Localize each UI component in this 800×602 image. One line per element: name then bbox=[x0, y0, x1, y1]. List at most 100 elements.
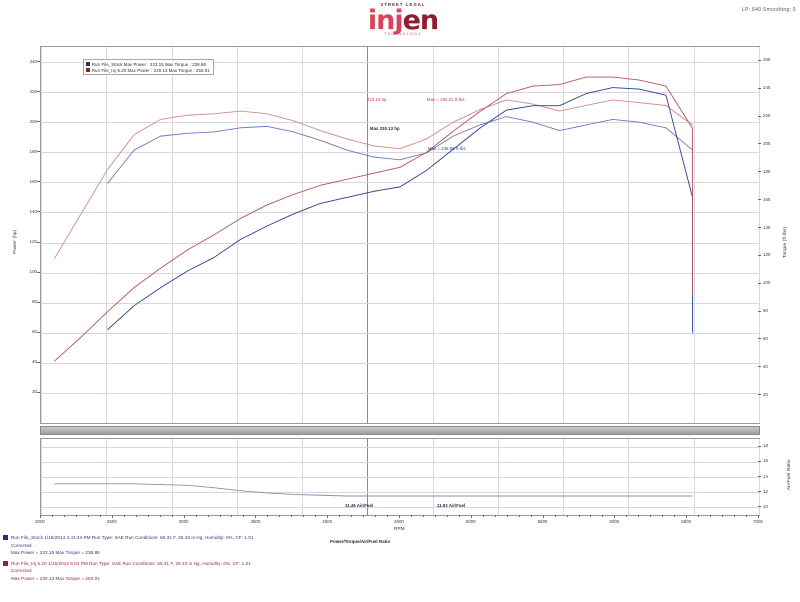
x-axis-minor-tick bbox=[231, 515, 233, 517]
y-axis-tick-mark bbox=[37, 391, 40, 393]
x-axis-minor-tick bbox=[111, 515, 113, 517]
y2-axis-tick-mark bbox=[758, 366, 761, 368]
x-axis-minor-tick bbox=[243, 515, 245, 517]
x-axis-minor-tick bbox=[207, 515, 209, 517]
x-axis-minor-tick bbox=[399, 515, 400, 517]
afr-axis-tick-mark bbox=[758, 460, 761, 462]
x-axis-minor-tick bbox=[602, 515, 604, 517]
x-axis-minor-tick bbox=[40, 515, 41, 517]
x-axis-minor-tick bbox=[123, 515, 125, 517]
afr-axis-tick-label: 16 bbox=[763, 458, 768, 464]
y-axis-tick-label: 160 bbox=[29, 178, 37, 184]
curve-annotation: 11.46 Air/Fuel bbox=[345, 503, 374, 508]
y-axis-tick-mark bbox=[37, 241, 40, 243]
air-fuel-plot bbox=[40, 438, 760, 516]
x-axis-tick-label: 7000 bbox=[753, 519, 763, 524]
x-axis-minor-tick bbox=[291, 515, 293, 517]
x-axis-minor-tick bbox=[458, 515, 460, 517]
y2-axis-tick-mark bbox=[758, 282, 761, 284]
panel-divider bbox=[40, 426, 760, 435]
y2-axis-tick-label: 100 bbox=[763, 280, 771, 286]
x-axis-minor-tick bbox=[303, 515, 305, 517]
x-axis-minor-tick bbox=[734, 515, 736, 517]
x-axis-minor-tick bbox=[351, 515, 353, 517]
gridline-vertical bbox=[563, 47, 565, 423]
x-axis-minor-tick bbox=[387, 515, 389, 517]
legend-row: Run File_Inj 5.20 Max Power : 230.13 Max… bbox=[86, 67, 210, 73]
y2-axis-tick-mark bbox=[758, 254, 761, 256]
y-axis-tick-mark bbox=[37, 211, 40, 213]
afr-axis-title: Air/Fuel Ratio bbox=[786, 459, 791, 490]
curve-annotation: Max 230.13 hp bbox=[370, 126, 400, 131]
x-axis-minor-tick bbox=[195, 515, 197, 517]
gridline-vertical bbox=[759, 439, 760, 515]
logo-wordmark: injen bbox=[333, 5, 473, 36]
x-axis-minor-tick bbox=[63, 515, 65, 517]
y2-axis-tick-label: 140 bbox=[763, 224, 771, 230]
x-axis-tick-label: 5500 bbox=[537, 519, 548, 524]
x-axis-minor-tick bbox=[614, 515, 616, 517]
x-axis-tick-label: 5000 bbox=[465, 519, 476, 524]
series-line bbox=[107, 116, 693, 184]
run-swatch-injen bbox=[3, 560, 8, 566]
y2-axis-tick-label: 40 bbox=[763, 363, 768, 369]
x-axis-minor-tick bbox=[363, 515, 365, 517]
y-axis-tick-label: 140 bbox=[29, 208, 37, 214]
x-axis-minor-tick bbox=[710, 515, 712, 517]
x-axis-tick-label: 2000 bbox=[35, 519, 45, 524]
footer-overlay-label: Power/Torque/Air/Fuel Ratio bbox=[330, 539, 391, 544]
gridline-vertical bbox=[236, 47, 238, 423]
x-axis-minor-tick bbox=[279, 515, 281, 517]
gridline-horizontal bbox=[41, 362, 759, 364]
run-stock-line3: Max Power = 223.15 Max Torque = 238.86 bbox=[11, 550, 100, 555]
gridline-vertical bbox=[41, 47, 42, 423]
logo-part-2: en bbox=[402, 5, 440, 36]
air-fuel-curve bbox=[54, 483, 693, 497]
gridline-vertical bbox=[302, 47, 304, 423]
x-axis-minor-tick bbox=[410, 515, 412, 517]
y2-axis-tick-mark bbox=[758, 227, 761, 229]
gridline-horizontal bbox=[41, 152, 759, 154]
run-stock-line2: Corrected bbox=[11, 542, 32, 548]
y2-axis-tick-mark bbox=[758, 310, 761, 312]
gridline-vertical bbox=[759, 47, 760, 423]
run-swatch-stock bbox=[3, 535, 8, 540]
legend-label-injen: Run File_Inj 5.20 Max Power : 230.13 Max… bbox=[92, 67, 210, 73]
x-axis-minor-tick bbox=[267, 515, 269, 517]
gridline-horizontal bbox=[41, 62, 759, 64]
y2-axis-tick-label: 80 bbox=[763, 308, 768, 314]
gridline-vertical bbox=[693, 47, 695, 423]
y-axis-tick-mark bbox=[37, 271, 40, 273]
x-axis-minor-tick bbox=[698, 515, 700, 517]
gridline-vertical bbox=[432, 47, 434, 423]
series-line bbox=[53, 99, 693, 259]
y-axis-tick-mark bbox=[37, 151, 40, 153]
x-axis-minor-tick bbox=[746, 515, 748, 517]
x-axis-minor-tick bbox=[159, 515, 161, 517]
y-axis-tick-mark bbox=[37, 61, 40, 63]
gridline-horizontal bbox=[41, 332, 759, 334]
y2-axis-tick-label: 20 bbox=[763, 391, 768, 397]
series-line bbox=[107, 87, 693, 331]
y-axis-tick-label: 220 bbox=[29, 88, 37, 94]
x-axis-minor-tick bbox=[315, 515, 317, 517]
gridline-horizontal bbox=[41, 212, 759, 214]
x-axis-minor-tick bbox=[375, 515, 377, 517]
chart-legend: Run File_Stock Max Power : 223.15 Max To… bbox=[83, 59, 214, 75]
y-axis-tick-mark bbox=[37, 91, 40, 93]
y-axis-title: Power (hp) bbox=[12, 229, 17, 254]
x-axis-tick-label: 3500 bbox=[250, 519, 261, 524]
curve-annotation: 223.15 hp bbox=[367, 97, 387, 102]
y2-axis-tick-label: 200 bbox=[763, 140, 771, 146]
y-axis-tick-label: 120 bbox=[29, 239, 37, 245]
y-axis-tick-mark bbox=[37, 121, 40, 123]
x-axis-minor-tick bbox=[434, 515, 436, 517]
x-axis-tick-label: 4500 bbox=[394, 519, 404, 524]
x-axis-minor-tick bbox=[662, 515, 664, 517]
run-block-stock: Run File_Stock 1/15/2014 4:41:44 PM Run … bbox=[0, 534, 800, 557]
y2-axis-tick-label: 260 bbox=[763, 57, 771, 63]
x-axis-minor-tick bbox=[758, 515, 759, 517]
x-axis-minor-tick bbox=[506, 515, 508, 517]
x-axis-minor-tick bbox=[327, 515, 329, 517]
afr-axis-tick-mark bbox=[758, 476, 761, 477]
